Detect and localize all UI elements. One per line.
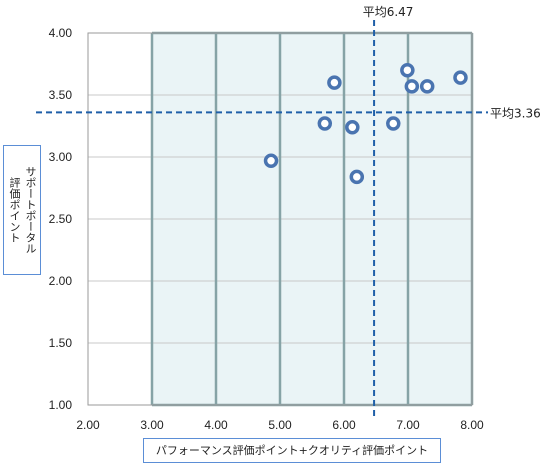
x-tick-label: 2.00 — [76, 418, 100, 432]
data-point — [404, 79, 420, 94]
y-axis-title-line-1: サポートポータル — [24, 166, 37, 254]
data-point — [419, 79, 435, 94]
data-point — [349, 169, 365, 185]
y-tick-label: 3.50 — [49, 88, 73, 102]
x-tick-label: 4.00 — [204, 418, 228, 432]
data-point — [345, 119, 360, 135]
y-tick-label: 4.00 — [49, 26, 73, 40]
data-point — [453, 70, 468, 85]
x-axis-title: パフォーマンス評価ポイント+クオリティ評価ポイント — [143, 438, 441, 463]
data-point — [263, 153, 279, 168]
data-point — [386, 116, 401, 131]
plot-frame — [87, 32, 473, 406]
y-axis-title: サポートポータル 評価ポイント — [3, 145, 41, 275]
x-mean-label: 平均6.47 — [363, 5, 414, 19]
x-tick-label: 6.00 — [332, 418, 356, 432]
data-point — [400, 62, 415, 78]
y-tick-label: 2.00 — [49, 274, 73, 288]
y-tick-label: 3.00 — [49, 150, 73, 164]
y-mean-label: 平均3.36 — [490, 106, 541, 120]
x-tick-label: 5.00 — [268, 418, 292, 432]
x-tick-label: 7.00 — [396, 418, 420, 432]
x-tick-label: 8.00 — [460, 418, 484, 432]
y-tick-label: 1.00 — [49, 398, 73, 412]
y-axis-title-line-2: 評価ポイント — [8, 177, 21, 243]
y-tick-label: 1.50 — [49, 336, 73, 350]
data-point — [317, 116, 333, 131]
y-tick-label: 2.50 — [49, 212, 73, 226]
x-tick-label: 3.00 — [140, 418, 164, 432]
data-point — [327, 75, 342, 90]
